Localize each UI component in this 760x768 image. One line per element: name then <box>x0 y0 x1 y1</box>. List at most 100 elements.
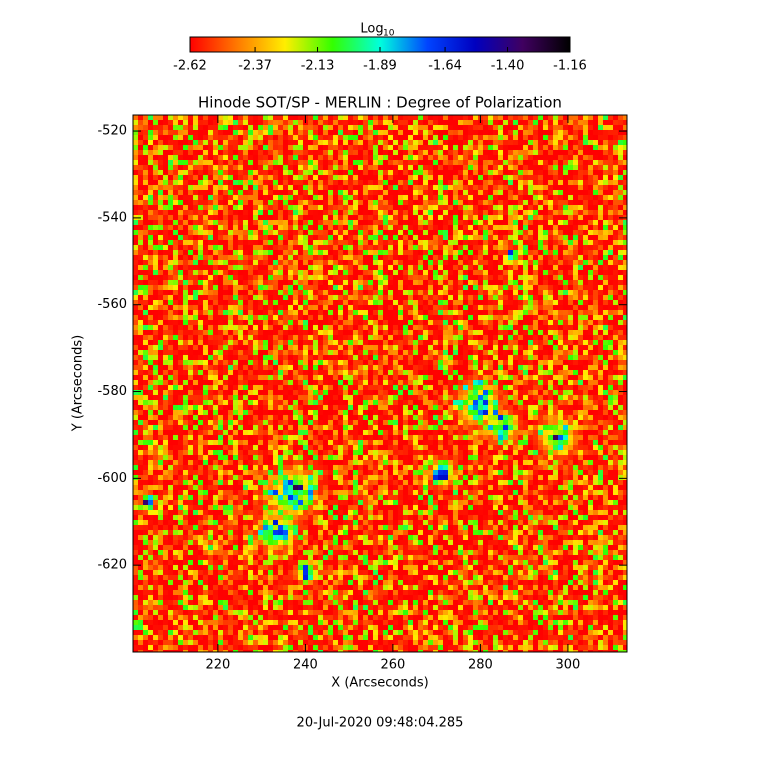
map-cell <box>203 150 208 155</box>
map-cell <box>513 330 518 335</box>
map-cell <box>368 170 373 175</box>
map-cell <box>623 320 627 325</box>
map-cell <box>288 170 293 175</box>
map-cell <box>363 115 368 120</box>
map-cell <box>428 280 433 285</box>
map-cell <box>153 350 158 355</box>
map-cell <box>463 145 468 150</box>
map-cell <box>358 215 363 220</box>
map-cell <box>623 220 627 225</box>
map-cell <box>403 180 408 185</box>
map-cell <box>438 235 443 240</box>
map-cell <box>503 175 508 180</box>
map-cell <box>178 120 183 125</box>
map-cell <box>498 205 503 210</box>
map-cell <box>438 180 443 185</box>
map-cell <box>388 280 393 285</box>
map-cell <box>218 275 223 280</box>
map-cell <box>183 360 188 365</box>
map-cell <box>203 360 208 365</box>
map-cell <box>358 150 363 155</box>
map-cell <box>523 275 528 280</box>
map-cell <box>413 185 418 190</box>
map-cell <box>333 215 338 220</box>
map-cell <box>138 220 143 225</box>
map-cell <box>593 325 598 330</box>
map-cell <box>533 160 538 165</box>
map-cell <box>488 350 493 355</box>
map-cell <box>483 155 488 160</box>
map-cell <box>223 130 228 135</box>
map-cell <box>253 340 258 345</box>
map-cell <box>148 215 153 220</box>
map-cell <box>553 130 558 135</box>
map-cell <box>143 320 148 325</box>
map-cell <box>608 305 613 310</box>
map-cell <box>373 265 378 270</box>
map-cell <box>228 280 233 285</box>
map-cell <box>483 320 488 325</box>
map-cell <box>358 160 363 165</box>
map-cell <box>348 310 353 315</box>
map-cell <box>298 185 303 190</box>
map-cell <box>328 140 333 145</box>
map-cell <box>133 245 138 250</box>
map-cell <box>498 185 503 190</box>
map-cell <box>593 250 598 255</box>
map-cell <box>498 170 503 175</box>
map-cell <box>523 325 528 330</box>
map-cell <box>513 245 518 250</box>
map-cell <box>218 230 223 235</box>
map-cell <box>263 300 268 305</box>
map-cell <box>358 345 363 350</box>
map-cell <box>418 330 423 335</box>
map-cell <box>143 140 148 145</box>
map-cell <box>403 250 408 255</box>
map-cell <box>203 365 208 370</box>
map-cell <box>213 170 218 175</box>
map-cell <box>193 275 198 280</box>
map-cell <box>188 260 193 265</box>
map-cell <box>488 290 493 295</box>
map-cell <box>138 120 143 125</box>
map-cell <box>258 270 263 275</box>
map-cell <box>188 175 193 180</box>
map-cell <box>308 265 313 270</box>
map-cell <box>313 310 318 315</box>
map-cell <box>403 290 408 295</box>
map-cell <box>398 175 403 180</box>
map-cell <box>183 275 188 280</box>
map-cell <box>453 275 458 280</box>
map-cell <box>188 235 193 240</box>
map-cell <box>393 175 398 180</box>
map-cell <box>248 240 253 245</box>
map-cell <box>313 340 318 345</box>
map-cell <box>363 135 368 140</box>
map-cell <box>528 355 533 360</box>
map-cell <box>453 180 458 185</box>
map-cell <box>148 135 153 140</box>
map-cell <box>148 340 153 345</box>
map-cell <box>218 175 223 180</box>
map-cell <box>253 195 258 200</box>
map-cell <box>523 175 528 180</box>
map-cell <box>288 340 293 345</box>
map-cell <box>263 120 268 125</box>
map-cell <box>563 180 568 185</box>
map-cell <box>563 275 568 280</box>
map-cell <box>428 125 433 130</box>
map-cell <box>578 315 583 320</box>
map-cell <box>243 220 248 225</box>
map-cell <box>343 210 348 215</box>
map-cell <box>168 355 173 360</box>
map-cell <box>338 195 343 200</box>
map-cell <box>298 200 303 205</box>
map-cell <box>543 360 548 365</box>
map-cell <box>473 355 478 360</box>
map-cell <box>258 300 263 305</box>
map-cell <box>453 125 458 130</box>
map-cell <box>583 330 588 335</box>
map-cell <box>303 315 308 320</box>
map-cell <box>498 230 503 235</box>
map-cell <box>173 290 178 295</box>
